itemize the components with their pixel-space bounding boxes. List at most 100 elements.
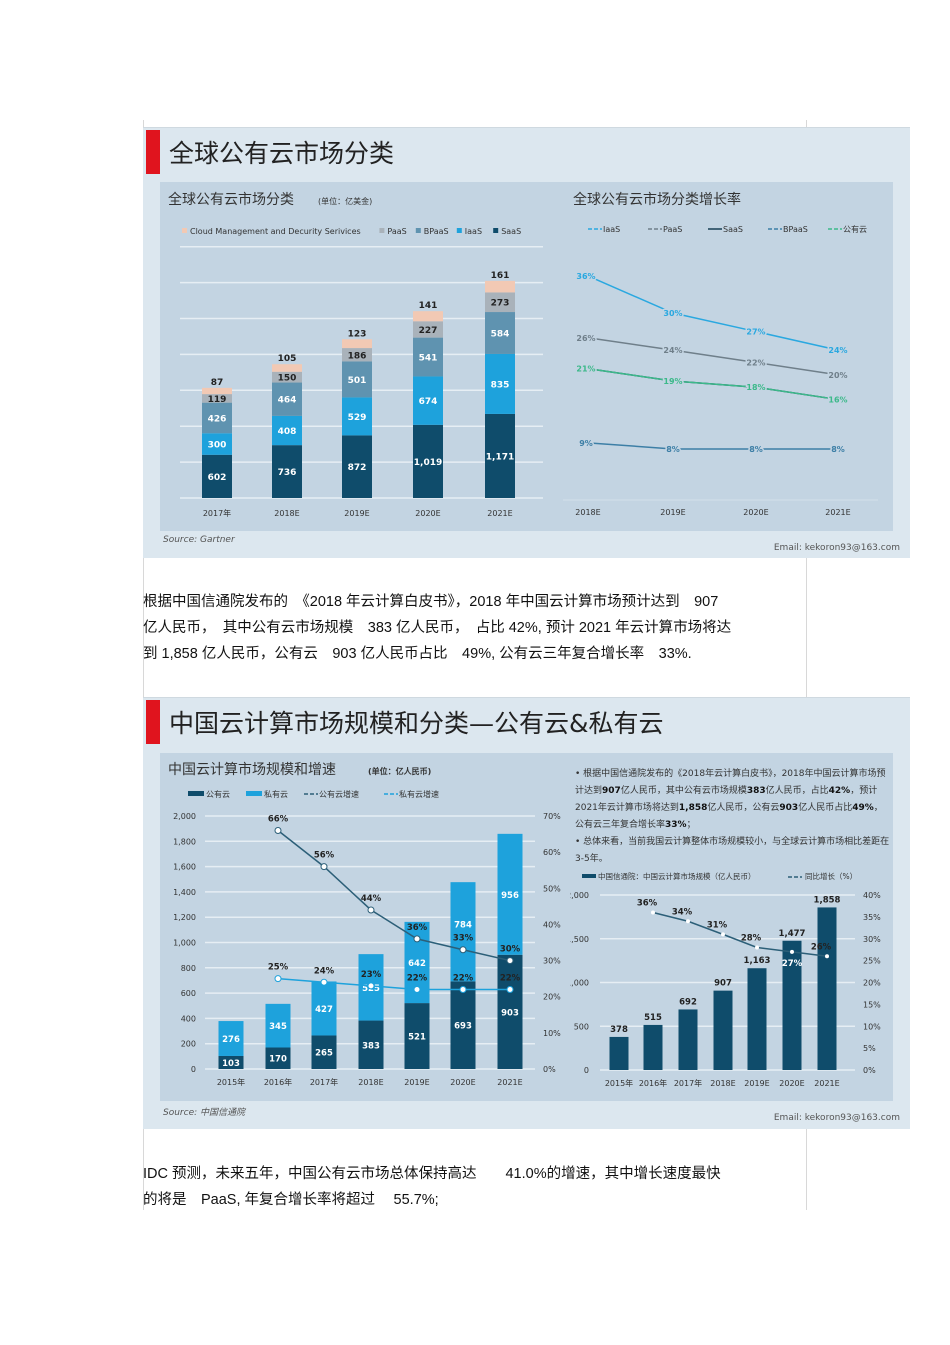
growth-marker bbox=[721, 932, 725, 937]
bar-segment bbox=[485, 280, 515, 293]
growth-label: 33% bbox=[453, 934, 474, 944]
bar-segment bbox=[272, 364, 302, 372]
y-tick-label: 0 bbox=[191, 1065, 196, 1074]
growth-marker bbox=[755, 945, 759, 950]
data-label: 103 bbox=[222, 1059, 240, 1069]
legend-label: Cloud Management and Decurity Serivices bbox=[190, 227, 361, 236]
legend-label: 公有云 bbox=[206, 789, 230, 799]
y2-tick-label: 40% bbox=[863, 891, 881, 900]
bar bbox=[747, 968, 767, 1070]
bullet-notes: • 根据中国信通院发布的《2018年云计算白皮书》，2018年中国云计算市场预计… bbox=[575, 766, 890, 868]
chart-title: 全球公有云市场分类 bbox=[168, 191, 294, 208]
text-line: IDC 预测，未来五年，中国公有云市场总体保持高达 41.0%的增速，其中增长速… bbox=[143, 1166, 721, 1182]
data-label: 24% bbox=[663, 346, 682, 355]
bullet-text: 1,858 bbox=[678, 803, 708, 813]
email-note: Email: kekoron93@163.com bbox=[773, 1113, 900, 1123]
growth-marker bbox=[320, 978, 328, 986]
bar-segment bbox=[311, 1035, 337, 1069]
data-label: 9% bbox=[579, 439, 593, 448]
data-label: 584 bbox=[491, 330, 510, 340]
title-accent-bar bbox=[146, 130, 160, 174]
x-tick-label: 2021E bbox=[487, 509, 512, 518]
x-tick-label: 2021E bbox=[814, 1079, 839, 1088]
legend-label: 公有云增速 bbox=[319, 789, 359, 799]
data-label: 692 bbox=[679, 997, 697, 1007]
source-note: Source: Gartner bbox=[163, 535, 235, 545]
data-label: 273 bbox=[491, 299, 510, 309]
x-tick-label: 2018E bbox=[274, 509, 299, 518]
growth-marker bbox=[459, 985, 467, 993]
data-label: 265 bbox=[315, 1049, 333, 1059]
growth-label: 34% bbox=[672, 907, 693, 917]
x-tick-label: 2019E bbox=[744, 1079, 769, 1088]
bullet-text: 383 bbox=[746, 786, 766, 796]
y-tick-label: 1,600 bbox=[173, 863, 196, 872]
bullet-text: ； bbox=[686, 820, 696, 830]
bar-segment bbox=[265, 1047, 291, 1069]
bullet-item: • 总体来看，当前我国云计算整体市场规模较小，与全球云计算市场相比差距在3-5年… bbox=[575, 837, 890, 864]
bar-segment bbox=[450, 981, 476, 1069]
growth-label: 24% bbox=[314, 966, 335, 976]
bar-segment bbox=[358, 1020, 384, 1069]
growth-marker bbox=[274, 975, 282, 983]
data-label: 8% bbox=[831, 445, 845, 454]
growth-marker bbox=[459, 946, 467, 954]
data-label: 170 bbox=[269, 1055, 287, 1065]
growth-line bbox=[277, 829, 511, 962]
growth-line bbox=[652, 911, 828, 957]
chart-title: 全球公有云市场分类增长率 bbox=[573, 191, 741, 208]
data-label: 161 bbox=[491, 271, 510, 281]
bar bbox=[817, 907, 837, 1070]
bar-segment bbox=[342, 397, 372, 436]
y2-tick-label: 10% bbox=[543, 1029, 561, 1038]
slide-title: 中国云计算市场规模和分类—公有云&私有云 bbox=[169, 709, 664, 738]
data-label: 464 bbox=[278, 396, 297, 406]
data-label: 515 bbox=[644, 1013, 662, 1023]
legend-swatch bbox=[456, 228, 462, 233]
data-label: 21% bbox=[576, 365, 595, 374]
legend-label: PaaS bbox=[663, 225, 682, 234]
bullet-text: 亿人民币占比 bbox=[798, 803, 853, 813]
bar-segment bbox=[485, 312, 515, 354]
bar-segment bbox=[497, 833, 523, 955]
y-tick-label: 2,000 bbox=[570, 891, 589, 900]
x-tick-label: 2020E bbox=[779, 1079, 804, 1088]
data-label: 426 bbox=[208, 414, 227, 424]
x-tick-label: 2016年 bbox=[264, 1077, 292, 1087]
growth-label: 56% bbox=[314, 851, 335, 861]
growth-label: 25% bbox=[268, 963, 289, 973]
bar-segment bbox=[202, 394, 232, 403]
growth-label: 28% bbox=[741, 934, 762, 944]
data-label: 27% bbox=[746, 328, 765, 337]
bullet-text: 49% bbox=[852, 803, 874, 813]
y-tick-label: 1,000 bbox=[173, 939, 196, 948]
x-tick-label: 2015年 bbox=[217, 1077, 245, 1087]
series-line bbox=[587, 337, 839, 376]
growth-label: 27% bbox=[782, 959, 803, 969]
global-category-bar-chart: 全球公有云市场分类 (单位：亿美金) Cloud Management and De… bbox=[168, 191, 543, 518]
chart-panel: 全球公有云市场分类 (单位：亿美金) Cloud Management and De… bbox=[160, 182, 893, 531]
x-tick-label: 2015年 bbox=[605, 1078, 633, 1088]
growth-label: 44% bbox=[361, 894, 382, 904]
legend-swatch bbox=[493, 228, 499, 233]
data-label: 8% bbox=[749, 445, 763, 454]
growth-marker bbox=[413, 935, 421, 943]
data-label: 227 bbox=[419, 326, 438, 336]
data-label: 541 bbox=[419, 354, 438, 364]
y-tick-label: 800 bbox=[181, 964, 196, 973]
series-line bbox=[587, 367, 839, 401]
y2-tick-label: 25% bbox=[863, 957, 881, 966]
data-label: 521 bbox=[408, 1033, 426, 1043]
chart-unit: (单位：亿美金) bbox=[318, 196, 372, 206]
bar-segment bbox=[311, 981, 337, 1036]
bar-segment bbox=[413, 424, 443, 498]
data-label: 20% bbox=[828, 371, 847, 380]
growth-label: 31% bbox=[707, 920, 728, 930]
bar-segment bbox=[485, 353, 515, 414]
growth-marker bbox=[274, 826, 282, 834]
bar-segment bbox=[342, 348, 372, 362]
x-tick-label: 2019E bbox=[404, 1078, 429, 1087]
bar-segment bbox=[202, 402, 232, 434]
data-label: 378 bbox=[610, 1025, 628, 1035]
bar-segment bbox=[497, 954, 523, 1069]
